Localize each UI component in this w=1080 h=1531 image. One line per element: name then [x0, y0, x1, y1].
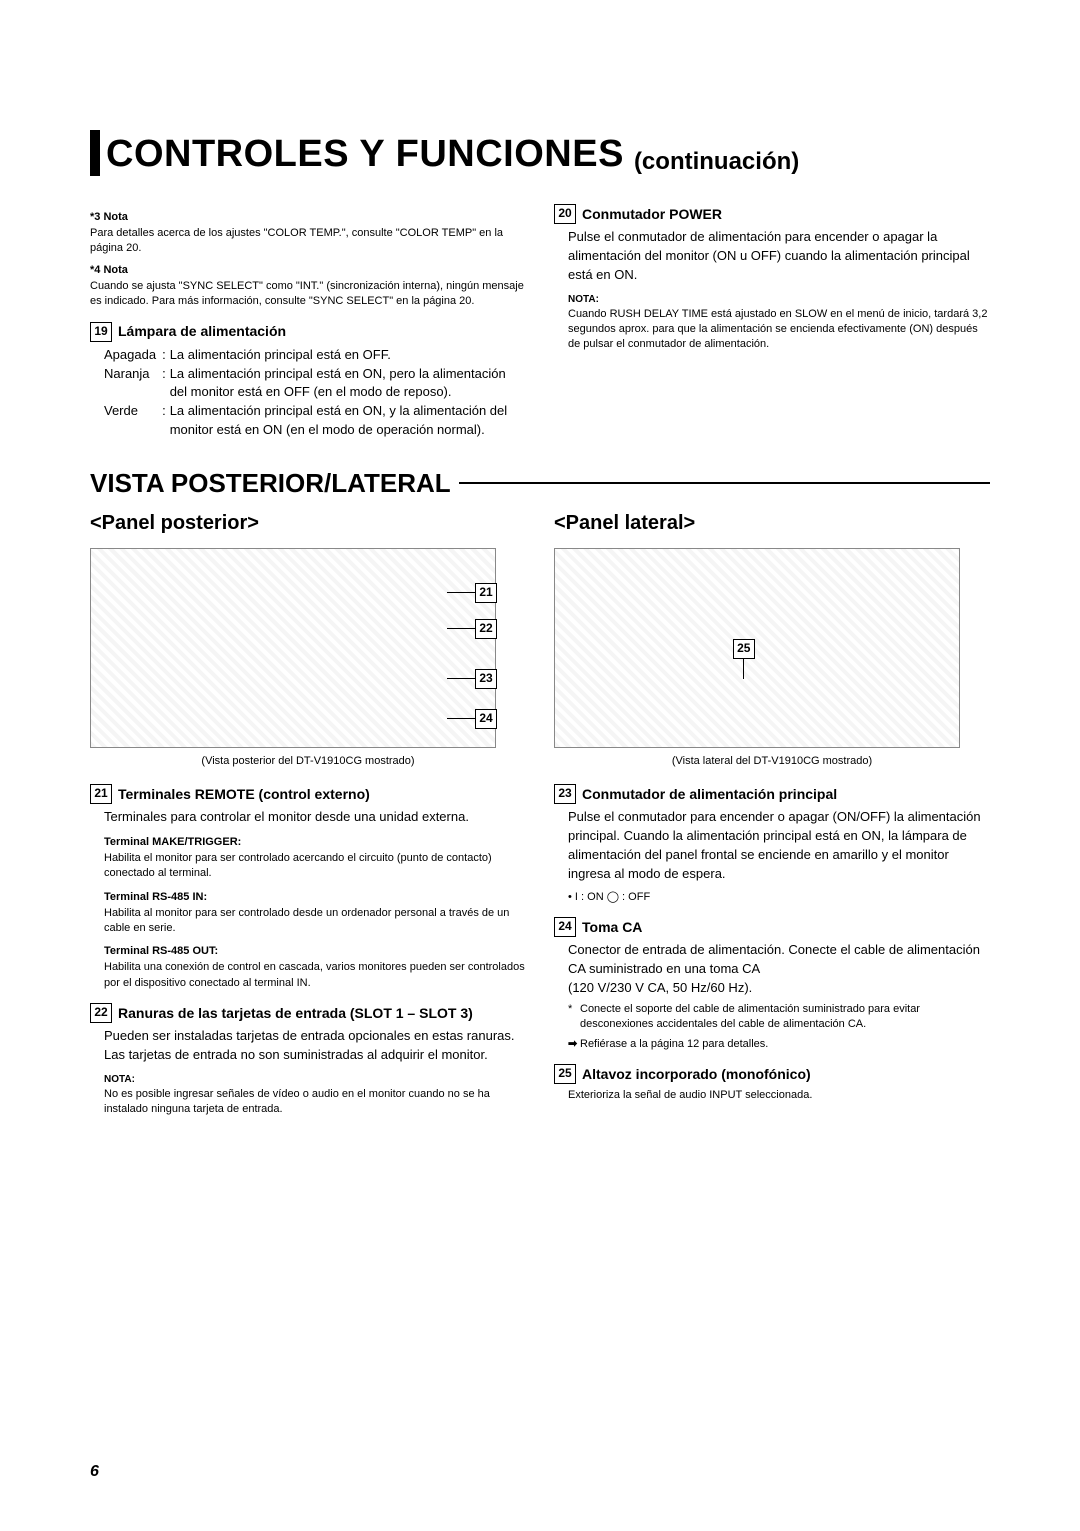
item-25-title: Altavoz incorporado (monofónico)	[582, 1064, 811, 1084]
page-number: 6	[90, 1463, 99, 1481]
item-23-io: • I : ON ◯ : OFF	[554, 890, 990, 905]
item-20-number: 20	[554, 204, 576, 224]
upper-left-col: *3 Nota Para detalles acerca de los ajus…	[90, 204, 526, 440]
panel-lateral-head: <Panel lateral>	[554, 509, 990, 538]
title-continuation: (continuación)	[634, 148, 799, 176]
item-19-head: 19 Lámpara de alimentación	[90, 321, 526, 341]
item-22-nota-b: No es posible ingresar señales de vídeo …	[90, 1087, 526, 1117]
rear-caption: (Vista posterior del DT-V1910CG mostrado…	[90, 754, 526, 770]
lower-right-col: <Panel lateral> 25 (Vista lateral del DT…	[554, 509, 990, 1117]
asterisk-icon: *	[568, 1002, 580, 1033]
i21-s2h: Terminal RS-485 IN:	[90, 890, 526, 906]
sec2-title-wrap: VISTA POSTERIOR/LATERAL	[90, 468, 990, 499]
i21-s3h: Terminal RS-485 OUT:	[90, 944, 526, 960]
item-21-body: Terminales para controlar el monitor des…	[90, 808, 526, 827]
callout-24: 24	[475, 709, 497, 729]
item-20-title: Conmutador POWER	[582, 204, 722, 224]
item-22-head: 22 Ranuras de las tarjetas de entrada (S…	[90, 1003, 526, 1023]
item-22-number: 22	[90, 1003, 112, 1023]
item-24-head: 24 Toma CA	[554, 917, 990, 937]
item-25-head: 25 Altavoz incorporado (monofónico)	[554, 1064, 990, 1084]
item-20-body: Pulse el conmutador de alimentación para…	[554, 228, 990, 285]
lower-columns: <Panel posterior> 21 22 23 24 (Vista pos…	[90, 509, 990, 1117]
item-23-body: Pulse el conmutador para encender o apag…	[554, 808, 990, 883]
lower-left-col: <Panel posterior> 21 22 23 24 (Vista pos…	[90, 509, 526, 1117]
callout-22: 22	[475, 619, 497, 639]
def-naranja-k: Naranja	[104, 365, 162, 403]
callout-21: 21	[475, 583, 497, 603]
i21-s1b: Habilita el monitor para ser controlado …	[90, 851, 526, 882]
item-21-head: 21 Terminales REMOTE (control externo)	[90, 784, 526, 804]
item-21-number: 21	[90, 784, 112, 804]
i21-s2b: Habilita al monitor para ser controlado …	[90, 906, 526, 937]
item-19-number: 19	[90, 322, 112, 342]
i21-s3b: Habilita una conexión de control en casc…	[90, 960, 526, 991]
item-20-head: 20 Conmutador POWER	[554, 204, 990, 224]
item-21-title: Terminales REMOTE (control externo)	[118, 784, 370, 804]
def-apagada-v: La alimentación principal está en OFF.	[170, 346, 526, 365]
side-caption: (Vista lateral del DT-V1910CG mostrado)	[554, 754, 990, 770]
title-accent	[90, 130, 100, 176]
arrow-icon: ➡	[568, 1037, 580, 1052]
upper-columns: *3 Nota Para detalles acerca de los ajus…	[90, 204, 990, 440]
upper-right-col: 20 Conmutador POWER Pulse el conmutador …	[554, 204, 990, 440]
def-apagada-k: Apagada	[104, 346, 162, 365]
item-20-nota-b: Cuando RUSH DELAY TIME está ajustado en …	[554, 307, 990, 352]
callout-25: 25	[733, 639, 755, 659]
item-22-body: Pueden ser instaladas tarjetas de entrad…	[90, 1027, 526, 1065]
page-title: CONTROLES Y FUNCIONES	[106, 133, 624, 176]
def-verde-k: Verde	[104, 402, 162, 440]
def-verde-v: La alimentación principal está en ON, y …	[170, 402, 526, 440]
section-vista: VISTA POSTERIOR/LATERAL <Panel posterior…	[90, 468, 990, 1117]
sec2-title-line	[459, 482, 990, 484]
item-23-title: Conmutador de alimentación principal	[582, 784, 837, 804]
item-22-title: Ranuras de las tarjetas de entrada (SLOT…	[118, 1004, 473, 1022]
def-naranja-v: La alimentación principal está en ON, pe…	[170, 365, 526, 403]
page-title-bar: CONTROLES Y FUNCIONES (continuación)	[90, 130, 990, 176]
note4-body: Cuando se ajusta "SYNC SELECT" como "INT…	[90, 279, 526, 310]
item-19-title: Lámpara de alimentación	[118, 321, 286, 341]
note4-heading: *4 Nota	[90, 263, 526, 279]
rear-panel-diagram: 21 22 23 24	[90, 548, 496, 748]
item-24-ast: Conecte el soporte del cable de alimenta…	[580, 1002, 990, 1033]
item-24-ast-row: * Conecte el soporte del cable de alimen…	[554, 1002, 990, 1033]
item-25-body: Exterioriza la señal de audio INPUT sele…	[554, 1088, 990, 1103]
callout-23: 23	[475, 669, 497, 689]
item-24-ref: Refiérase a la página 12 para detalles.	[580, 1037, 768, 1052]
note3-heading: *3 Nota	[90, 210, 526, 226]
i21-s1h: Terminal MAKE/TRIGGER:	[90, 835, 526, 851]
item-24-body: Conector de entrada de alimentación. Con…	[554, 941, 990, 979]
item-20-nota-h: NOTA:	[554, 293, 990, 308]
item-24-volt: (120 V/230 V CA, 50 Hz/60 Hz).	[554, 979, 990, 998]
item-24-number: 24	[554, 917, 576, 937]
item-19-defs: Apagada:La alimentación principal está e…	[90, 346, 526, 440]
side-panel-diagram: 25	[554, 548, 960, 748]
item-25-number: 25	[554, 1064, 576, 1084]
sec2-title: VISTA POSTERIOR/LATERAL	[90, 468, 451, 499]
note3-body: Para detalles acerca de los ajustes "COL…	[90, 226, 526, 257]
item-24-title: Toma CA	[582, 917, 642, 937]
item-24-ref-row: ➡ Refiérase a la página 12 para detalles…	[554, 1037, 990, 1052]
panel-posterior-head: <Panel posterior>	[90, 509, 526, 538]
item-23-number: 23	[554, 784, 576, 804]
item-22-nota-h: NOTA:	[90, 1073, 526, 1088]
item-23-head: 23 Conmutador de alimentación principal	[554, 784, 990, 804]
